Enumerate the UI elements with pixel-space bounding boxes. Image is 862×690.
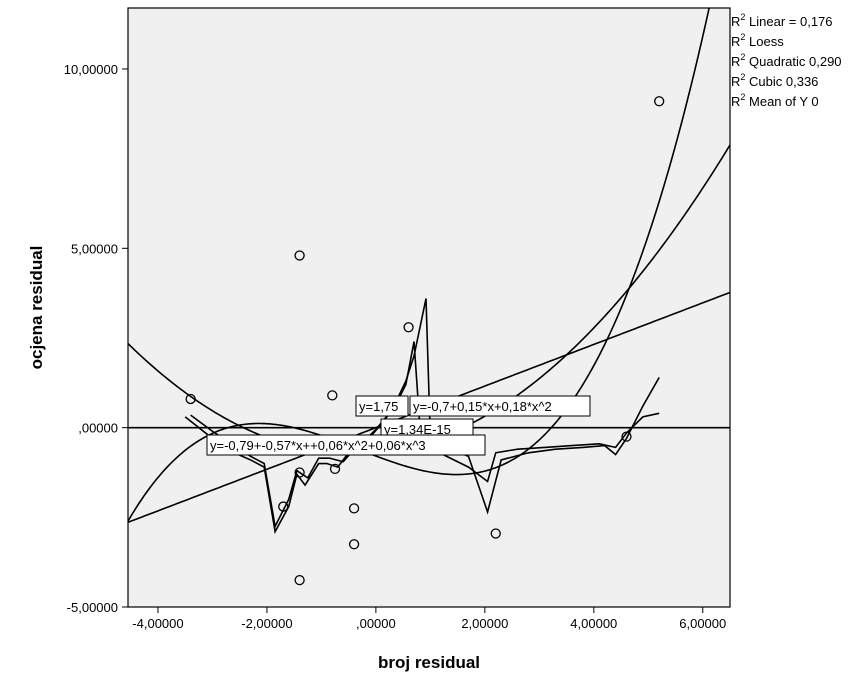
legend-entry: R2 Loess <box>731 32 784 49</box>
legend-entry: R2 Cubic 0,336 <box>731 72 818 89</box>
data-point <box>490 528 501 539</box>
y-tick-label: 10,00000 <box>64 62 118 77</box>
x-axis-title: broj residual <box>378 653 480 672</box>
equation-box <box>206 434 486 456</box>
data-point <box>329 463 341 475</box>
data-point <box>278 501 289 512</box>
legend-entry: R2 Mean of Y 0 <box>731 92 819 109</box>
equation-label: y=1,75 <box>359 399 398 414</box>
data-point <box>348 539 360 550</box>
y-axis: -5,00000 ,00000 5,00000 10,00000 <box>64 62 128 615</box>
data-points <box>185 96 665 586</box>
equation-label: y=-0,7+0,15*x+0,18*x^2 <box>413 399 552 414</box>
legend-entry: R2 Linear = 0,176 <box>731 12 833 29</box>
x-axis: -4,00000 -2,00000 ,00000 2,00000 4,00000 6,00… <box>132 607 726 631</box>
y-tick-label: ,00000 <box>78 421 118 436</box>
x-tick-label: -4,00000 <box>132 616 183 631</box>
data-point <box>654 96 665 107</box>
data-point <box>403 322 414 333</box>
legend: R2 Linear = 0,176 R2 Loess R2 Quadratic 0,… <box>731 12 842 109</box>
x-tick-label: -2,00000 <box>241 616 292 631</box>
equation-label: y=-0,79+-0,57*x++0,06*x^2+0,06*x^3 <box>210 438 426 453</box>
legend-entry: R2 Quadratic 0,290 <box>731 52 842 69</box>
data-point <box>348 503 360 514</box>
data-point <box>621 431 632 442</box>
x-tick-label: 6,00000 <box>679 616 726 631</box>
equation-box <box>409 395 591 417</box>
equation-labels: y=1,75 y=-0,7+0,15*x+0,18*x^2 y=1,34E-15y=… <box>206 395 591 456</box>
x-tick-label: 4,00000 <box>570 616 617 631</box>
equation-label: y=1,34E-15 <box>384 422 451 437</box>
equation-box <box>355 395 409 417</box>
y-tick-label: 5,00000 <box>71 241 118 256</box>
data-point <box>294 467 305 478</box>
data-point <box>327 390 338 401</box>
plot-area <box>127 7 731 608</box>
data-point <box>185 393 196 405</box>
data-point <box>294 250 305 261</box>
x-tick-label: ,00000 <box>356 616 396 631</box>
y-axis-title: ocjena residual <box>27 246 46 370</box>
y-tick-label: -5,00000 <box>67 600 118 615</box>
loess-line-secondary <box>190 298 660 529</box>
x-tick-label: 2,00000 <box>461 616 508 631</box>
data-point <box>294 574 305 586</box>
